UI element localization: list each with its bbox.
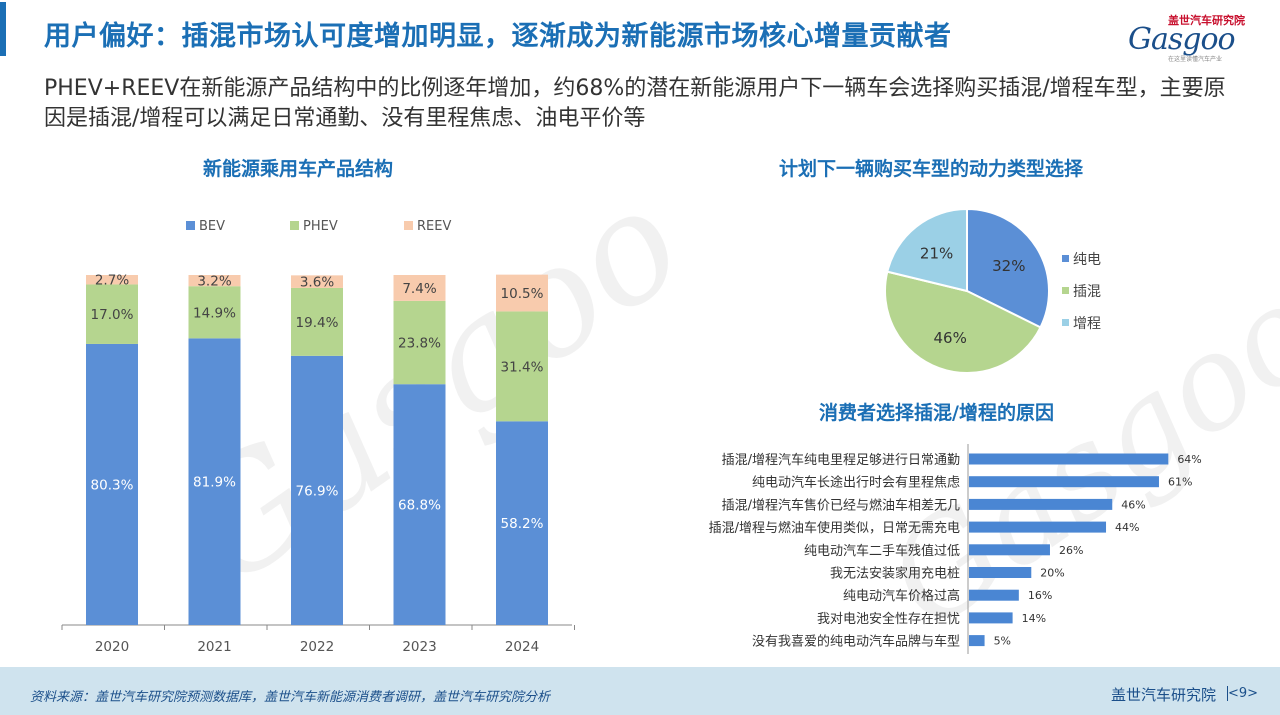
x-tick-label-2021: 2021 xyxy=(197,639,231,655)
reason-value-6: 16% xyxy=(1028,589,1052,602)
bar-phev-2022 xyxy=(291,287,343,356)
bar-phev-2021 xyxy=(188,286,241,339)
bar-reev-2024 xyxy=(496,274,548,312)
pie-legend-label-2: 增程 xyxy=(1073,316,1101,332)
pie-label-2: 21% xyxy=(920,244,953,262)
reason-bar-6 xyxy=(969,589,1019,601)
data-label-reev-2023: 7.4% xyxy=(402,281,436,297)
reason-bar-1 xyxy=(969,476,1159,488)
bar-bev-2023 xyxy=(393,384,446,625)
reason-bar-0 xyxy=(969,453,1169,465)
page-title: 用户偏好：插混市场认可度增加明显，逐渐成为新能源市场核心增量贡献者 xyxy=(44,21,952,52)
pie-label-1: 46% xyxy=(934,329,967,347)
pie-chart: 32% 纯电 46% 插混 21% 增程 xyxy=(884,207,1101,374)
reasons-bar-chart: 插混/增程汽车纯电里程足够进行日常通勤 64% 纯电动汽车长途出行时会有里程焦虑 61… xyxy=(709,444,1202,654)
bar-reev-2023 xyxy=(393,275,446,301)
reason-bar-4 xyxy=(969,544,1050,556)
bar-reev-2021 xyxy=(188,275,241,287)
footer-separator xyxy=(1227,686,1228,701)
pie-slice-2 xyxy=(886,207,968,293)
pie-slice-0 xyxy=(966,207,1050,329)
reason-value-2: 46% xyxy=(1121,498,1145,511)
reason-value-7: 14% xyxy=(1022,612,1046,625)
logo-tagline: 在这里读懂汽车产业 xyxy=(1168,56,1223,63)
pie-legend-label-1: 插混 xyxy=(1073,284,1101,300)
data-label-reev-2020: 2.7% xyxy=(95,273,129,289)
bar-phev-2020 xyxy=(86,284,138,344)
reason-value-4: 26% xyxy=(1059,544,1083,557)
legend-swatch-bev xyxy=(186,221,195,230)
data-label-phev-2024: 31.4% xyxy=(501,359,544,375)
pie-legend-label-0: 纯电 xyxy=(1073,252,1101,268)
reason-label-8: 没有我喜爱的纯电动汽车品牌与车型 xyxy=(752,634,960,650)
x-tick-label-2024: 2024 xyxy=(505,639,539,655)
reason-label-4: 纯电动汽车二手车残值过低 xyxy=(804,543,960,559)
reason-label-1: 纯电动汽车长途出行时会有里程焦虑 xyxy=(752,475,960,491)
legend-label-phev: PHEV xyxy=(303,219,338,234)
reason-label-0: 插混/增程汽车纯电里程足够进行日常通勤 xyxy=(722,452,960,468)
data-label-reev-2024: 10.5% xyxy=(501,286,544,302)
pie-legend-swatch-2 xyxy=(1062,319,1069,326)
reason-value-0: 64% xyxy=(1177,453,1201,466)
legend-swatch-reev xyxy=(404,221,413,230)
page-subtitle: PHEV+REEV在新能源产品结构中的比例逐年增加，约68%的潜在新能源用户下一… xyxy=(44,76,1226,131)
legend-label-reev: REEV xyxy=(417,219,451,234)
reason-label-5: 我无法安装家用充电桩 xyxy=(830,566,960,582)
bar-reev-2020 xyxy=(86,275,138,285)
data-label-phev-2021: 14.9% xyxy=(193,305,236,321)
bar-reev-2022 xyxy=(291,275,343,288)
data-label-bev-2022: 76.9% xyxy=(296,483,339,499)
reason-bar-5 xyxy=(969,567,1032,578)
title-bar: 用户偏好：插混市场认可度增加明显，逐渐成为新能源市场核心增量贡献者 盖世汽车研究… xyxy=(0,0,1280,68)
legend-swatch-phev xyxy=(290,221,299,230)
footer-org: 盖世汽车研究院 xyxy=(1110,686,1216,704)
reason-label-7: 我对电池安全性存在担忧 xyxy=(817,611,960,627)
bar-bev-2022 xyxy=(291,355,343,625)
data-label-bev-2021: 81.9% xyxy=(193,475,236,491)
data-label-bev-2020: 80.3% xyxy=(91,477,134,493)
reason-bar-3 xyxy=(969,521,1107,533)
reason-value-3: 44% xyxy=(1115,521,1139,534)
logo-en-text: Gasgoo xyxy=(1128,22,1236,57)
data-label-bev-2024: 58.2% xyxy=(501,516,544,532)
bar-bev-2021 xyxy=(188,338,241,625)
gasgoo-logo: 盖世汽车研究院 Gasgoo 在这里读懂汽车产业 xyxy=(1120,10,1260,66)
x-tick-label-2023: 2023 xyxy=(402,639,436,655)
reason-value-8: 5% xyxy=(994,635,1011,648)
reason-value-1: 61% xyxy=(1168,476,1192,489)
bar-bev-2024 xyxy=(496,421,548,625)
reason-label-6: 纯电动汽车价格过高 xyxy=(843,588,960,604)
reason-value-5: 20% xyxy=(1040,567,1064,580)
stacked-bar-chart: BEV PHEV REEV 80.3% 17.0% 2.7% 2020 81.9% 14.9% 3… xyxy=(61,219,575,655)
data-label-phev-2023: 23.8% xyxy=(398,336,441,352)
footer-source: 资料来源：盖世汽车研究院预测数据库，盖世汽车新能源消费者调研，盖世汽车研究院分析 xyxy=(30,690,551,705)
bar-phev-2024 xyxy=(496,311,548,422)
data-label-bev-2023: 68.8% xyxy=(398,498,441,514)
title-accent-rule xyxy=(0,2,6,56)
data-label-phev-2020: 17.0% xyxy=(91,307,134,323)
reasons-chart-title: 消费者选择插混/增程的原因 xyxy=(819,402,1054,424)
x-tick-label-2022: 2022 xyxy=(300,639,334,655)
pie-label-0: 32% xyxy=(992,257,1025,275)
reason-bar-7 xyxy=(969,612,1013,624)
footer-bar: 资料来源：盖世汽车研究院预测数据库，盖世汽车新能源消费者调研，盖世汽车研究院分析… xyxy=(0,667,1280,715)
reason-label-2: 插混/增程汽车售价已经与燃油车相差无几 xyxy=(722,497,960,513)
x-tick-label-2020: 2020 xyxy=(95,639,129,655)
data-label-reev-2022: 3.6% xyxy=(300,275,334,291)
bar-bev-2020 xyxy=(86,343,138,625)
logo-cn-text: 盖世汽车研究院 xyxy=(1168,14,1245,27)
data-label-reev-2021: 3.2% xyxy=(197,274,231,290)
data-label-phev-2022: 19.4% xyxy=(296,315,339,331)
legend-label-bev: BEV xyxy=(199,219,225,234)
bar-phev-2023 xyxy=(393,300,446,385)
pie-legend-swatch-0 xyxy=(1062,255,1069,262)
reason-bar-8 xyxy=(969,635,985,647)
page-number: <9> xyxy=(1227,686,1258,701)
reason-bar-2 xyxy=(969,498,1113,510)
stacked-chart-title: 新能源乘用车产品结构 xyxy=(203,158,394,180)
reason-label-3: 插混/增程与燃油车使用类似，日常无需充电 xyxy=(709,520,960,536)
pie-slice-1 xyxy=(884,270,1042,374)
pie-legend-swatch-1 xyxy=(1062,287,1069,294)
pie-chart-title: 计划下一辆购买车型的动力类型选择 xyxy=(779,158,1084,180)
